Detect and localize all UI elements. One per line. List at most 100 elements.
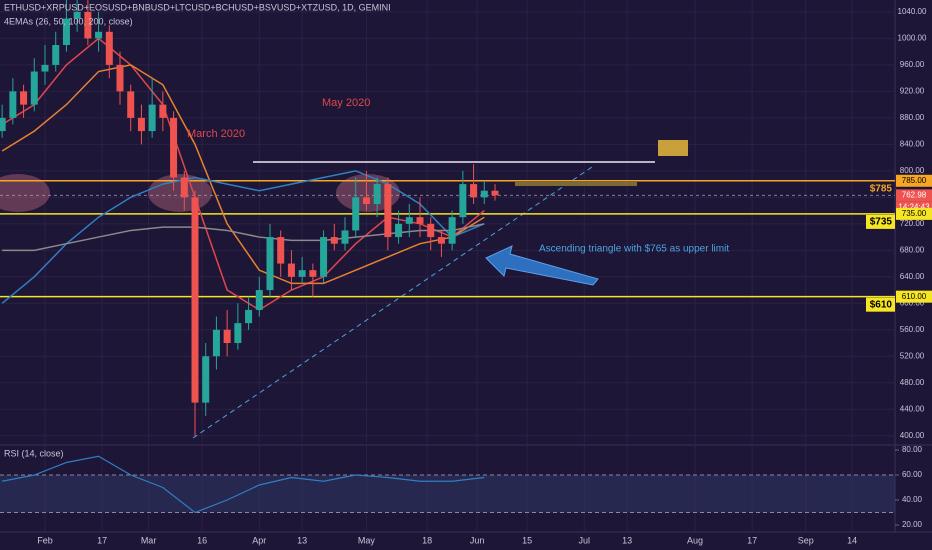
x-tick-label: Sep xyxy=(798,535,814,545)
rsi-line xyxy=(2,455,485,514)
x-tick-label: Apr xyxy=(252,535,266,545)
candle-body xyxy=(437,237,445,244)
candle-body xyxy=(0,117,6,132)
candle-body xyxy=(309,270,317,277)
y-tick-label: 720.00 xyxy=(900,219,925,228)
y-tick-label: 480.00 xyxy=(900,378,925,387)
level-box xyxy=(866,214,895,229)
y-tick-label: 1040.00 xyxy=(898,7,927,16)
candle-body xyxy=(320,237,328,277)
price-badge-label: 785.00 xyxy=(902,176,927,185)
x-tick-label: 13 xyxy=(622,535,632,545)
y-tick-label: 640.00 xyxy=(900,272,925,281)
ema-line xyxy=(1,64,485,285)
chart-title: ETHUSD+XRPUSD+EOSUSD+BNBUSD+LTCUSD+BCHUS… xyxy=(4,2,391,12)
x-tick-label: 13 xyxy=(297,535,307,545)
price-badge xyxy=(896,174,932,187)
x-tick-label: Jun xyxy=(470,535,485,545)
level-box xyxy=(866,297,895,312)
arrow xyxy=(485,245,599,286)
level-label: $785 xyxy=(870,183,893,194)
y-tick-label: 600.00 xyxy=(900,298,925,307)
level-label: $610 xyxy=(870,299,893,310)
x-tick-label: Feb xyxy=(37,535,53,545)
y-tick-label: 440.00 xyxy=(900,404,925,413)
candle-body xyxy=(277,237,285,264)
rsi-tick-label: 40.00 xyxy=(902,495,923,504)
x-tick-label: Jul xyxy=(579,535,591,545)
candle-body xyxy=(223,329,231,344)
candle-body xyxy=(62,18,70,46)
price-badge xyxy=(896,189,932,202)
candle-body xyxy=(405,217,413,224)
callout xyxy=(658,140,688,156)
y-tick-label: 400.00 xyxy=(900,431,925,440)
candle-body xyxy=(416,217,424,224)
highlight xyxy=(0,174,50,212)
plot xyxy=(0,0,499,514)
price-badge xyxy=(896,207,932,220)
x-tick-label: 15 xyxy=(522,535,532,545)
candle-body xyxy=(384,184,392,238)
candle-body xyxy=(148,104,156,132)
rsi-tick-label: 20.00 xyxy=(902,520,923,529)
candle-body xyxy=(448,217,456,244)
rsi-tick-label: 80.00 xyxy=(902,445,923,454)
price-badge-label: 735.00 xyxy=(902,209,927,218)
candle-body xyxy=(395,223,403,238)
highlight xyxy=(336,174,400,212)
rsi-band xyxy=(0,475,895,513)
candle-body xyxy=(234,323,242,344)
y-tick-label: 880.00 xyxy=(900,113,925,122)
candle-body xyxy=(137,117,145,132)
price-badge-label: 762.98 xyxy=(902,190,927,199)
candle-body xyxy=(266,237,274,291)
x-tick-label: Aug xyxy=(687,535,703,545)
candle-body xyxy=(362,197,370,204)
candle-body xyxy=(95,31,103,39)
candle-body xyxy=(212,329,220,357)
y-tick-label: 520.00 xyxy=(900,351,925,360)
candle-body xyxy=(52,45,60,65)
ema-line xyxy=(1,37,485,311)
candle-body xyxy=(470,184,478,198)
candle-body xyxy=(330,237,338,244)
candle-body xyxy=(20,91,28,105)
candle-body xyxy=(180,177,188,198)
candle-body xyxy=(202,356,210,403)
candle-body xyxy=(9,91,17,118)
x-tick-label: 17 xyxy=(747,535,757,545)
rsi-tick-label: 60.00 xyxy=(902,470,923,479)
candle-body xyxy=(287,263,295,277)
annotation: Ascending triangle with $765 as upper li… xyxy=(539,244,729,255)
y-tick-label: 560.00 xyxy=(900,325,925,334)
y-tick-label: 800.00 xyxy=(900,166,925,175)
ema-line xyxy=(2,223,485,252)
zone xyxy=(515,182,637,186)
candle-body xyxy=(341,230,349,244)
candle-body xyxy=(427,223,435,238)
candle-body xyxy=(373,184,381,204)
candle-body xyxy=(84,11,92,39)
candle-body xyxy=(245,309,253,324)
y-tick-label: 1000.00 xyxy=(898,34,927,43)
levels: $785 $735 $610 xyxy=(0,180,895,312)
candle-body xyxy=(170,117,178,178)
x-tick-label: 17 xyxy=(97,535,107,545)
x-tick-label: 18 xyxy=(422,535,432,545)
candle-body xyxy=(127,91,135,118)
candle-body xyxy=(73,11,81,19)
x-tick-label: Mar xyxy=(141,535,157,545)
candle-body xyxy=(352,197,360,231)
candle-body xyxy=(255,290,263,310)
y-tick-label: 920.00 xyxy=(900,86,925,95)
level-label: $735 xyxy=(870,217,893,228)
candle-body xyxy=(459,184,467,218)
ema-line xyxy=(1,170,485,304)
price-badge xyxy=(896,290,932,303)
rsi-title: RSI (14, close) xyxy=(4,448,64,458)
candle-body xyxy=(41,64,49,72)
countdown-label: 14:24:43 xyxy=(898,202,930,211)
y-tick-label: 840.00 xyxy=(900,139,925,148)
